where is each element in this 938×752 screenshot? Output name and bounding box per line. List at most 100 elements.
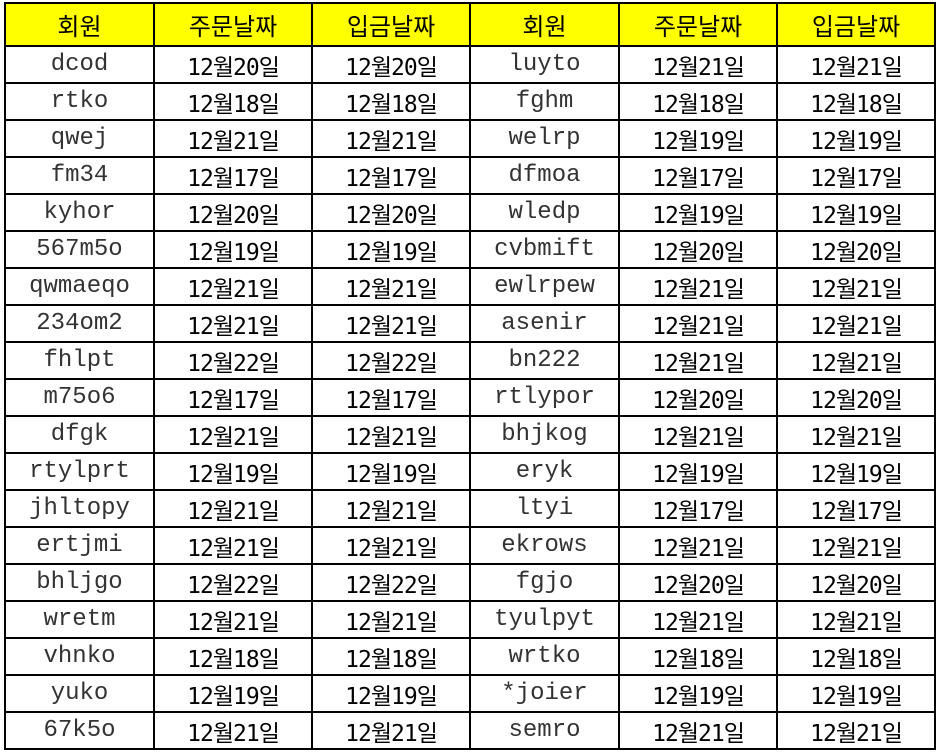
member-cell[interactable]: m75o6 [4, 378, 155, 417]
payment-date-cell[interactable]: 12월21일 [311, 119, 471, 158]
payment-date-cell[interactable]: 12월21일 [311, 711, 471, 750]
member-cell[interactable]: rtko [4, 82, 155, 121]
payment-date-cell[interactable]: 12월22일 [311, 341, 471, 380]
payment-date-cell[interactable]: 12월19일 [311, 230, 471, 269]
payment-date-cell[interactable]: 12월20일 [776, 230, 936, 269]
order-date-cell[interactable]: 12월21일 [618, 711, 778, 750]
member-cell[interactable]: tyulpyt [469, 600, 620, 639]
order-date-cell[interactable]: 12월19일 [618, 119, 778, 158]
member-cell[interactable]: wrtko [469, 637, 620, 676]
order-date-cell[interactable]: 12월21일 [153, 600, 313, 639]
payment-date-cell[interactable]: 12월21일 [776, 341, 936, 380]
order-date-cell[interactable]: 12월17일 [153, 156, 313, 195]
member-cell[interactable]: fm34 [4, 156, 155, 195]
order-date-cell[interactable]: 12월20일 [618, 563, 778, 602]
payment-date-cell[interactable]: 12월21일 [776, 711, 936, 750]
order-date-cell[interactable]: 12월22일 [153, 341, 313, 380]
order-date-cell[interactable]: 12월21일 [153, 267, 313, 306]
payment-date-cell[interactable]: 12월21일 [311, 489, 471, 528]
member-cell[interactable]: bhljgo [4, 563, 155, 602]
header-payment-date-right[interactable]: 입금날짜 [776, 2, 936, 47]
order-date-cell[interactable]: 12월20일 [153, 193, 313, 232]
order-date-cell[interactable]: 12월20일 [153, 45, 313, 84]
order-date-cell[interactable]: 12월17일 [618, 489, 778, 528]
order-date-cell[interactable]: 12월21일 [153, 489, 313, 528]
order-date-cell[interactable]: 12월21일 [153, 119, 313, 158]
order-date-cell[interactable]: 12월18일 [153, 82, 313, 121]
member-cell[interactable]: qwej [4, 119, 155, 158]
member-cell[interactable]: dfgk [4, 415, 155, 454]
payment-date-cell[interactable]: 12월17일 [776, 156, 936, 195]
payment-date-cell[interactable]: 12월21일 [776, 600, 936, 639]
member-cell[interactable]: fgjo [469, 563, 620, 602]
order-date-cell[interactable]: 12월18일 [618, 637, 778, 676]
payment-date-cell[interactable]: 12월18일 [776, 82, 936, 121]
header-order-date-right[interactable]: 주문날짜 [618, 2, 778, 47]
member-cell[interactable]: welrp [469, 119, 620, 158]
header-member-right[interactable]: 회원 [469, 2, 620, 47]
order-date-cell[interactable]: 12월22일 [153, 563, 313, 602]
header-payment-date-left[interactable]: 입금날짜 [311, 2, 471, 47]
member-cell[interactable]: 567m5o [4, 230, 155, 269]
member-cell[interactable]: rtylprt [4, 452, 155, 491]
order-date-cell[interactable]: 12월21일 [618, 267, 778, 306]
order-date-cell[interactable]: 12월18일 [153, 637, 313, 676]
member-cell[interactable]: fhlpt [4, 341, 155, 380]
payment-date-cell[interactable]: 12월19일 [776, 674, 936, 713]
payment-date-cell[interactable]: 12월19일 [776, 452, 936, 491]
member-cell[interactable]: wledp [469, 193, 620, 232]
order-date-cell[interactable]: 12월19일 [153, 452, 313, 491]
order-date-cell[interactable]: 12월21일 [618, 341, 778, 380]
order-date-cell[interactable]: 12월18일 [618, 82, 778, 121]
payment-date-cell[interactable]: 12월21일 [311, 600, 471, 639]
order-date-cell[interactable]: 12월19일 [618, 452, 778, 491]
member-cell[interactable]: vhnko [4, 637, 155, 676]
payment-date-cell[interactable]: 12월18일 [311, 637, 471, 676]
payment-date-cell[interactable]: 12월20일 [311, 193, 471, 232]
payment-date-cell[interactable]: 12월18일 [776, 637, 936, 676]
order-date-cell[interactable]: 12월21일 [153, 526, 313, 565]
member-cell[interactable]: luyto [469, 45, 620, 84]
member-cell[interactable]: ltyi [469, 489, 620, 528]
payment-date-cell[interactable]: 12월20일 [776, 563, 936, 602]
member-cell[interactable]: ewlrpew [469, 267, 620, 306]
payment-date-cell[interactable]: 12월21일 [311, 304, 471, 343]
payment-date-cell[interactable]: 12월17일 [776, 489, 936, 528]
member-cell[interactable]: cvbmift [469, 230, 620, 269]
order-date-cell[interactable]: 12월21일 [618, 45, 778, 84]
order-date-cell[interactable]: 12월21일 [153, 711, 313, 750]
payment-date-cell[interactable]: 12월21일 [311, 415, 471, 454]
member-cell[interactable]: eryk [469, 452, 620, 491]
member-cell[interactable]: dcod [4, 45, 155, 84]
order-date-cell[interactable]: 12월21일 [618, 526, 778, 565]
payment-date-cell[interactable]: 12월18일 [311, 82, 471, 121]
payment-date-cell[interactable]: 12월20일 [776, 378, 936, 417]
payment-date-cell[interactable]: 12월19일 [311, 452, 471, 491]
order-date-cell[interactable]: 12월19일 [153, 230, 313, 269]
member-cell[interactable]: rtlypor [469, 378, 620, 417]
payment-date-cell[interactable]: 12월21일 [776, 304, 936, 343]
payment-date-cell[interactable]: 12월21일 [776, 267, 936, 306]
payment-date-cell[interactable]: 12월20일 [311, 45, 471, 84]
payment-date-cell[interactable]: 12월17일 [311, 378, 471, 417]
member-cell[interactable]: qwmaeqo [4, 267, 155, 306]
member-cell[interactable]: dfmoa [469, 156, 620, 195]
member-cell[interactable]: ertjmi [4, 526, 155, 565]
member-cell[interactable]: fghm [469, 82, 620, 121]
member-cell[interactable]: *joier [469, 674, 620, 713]
payment-date-cell[interactable]: 12월21일 [776, 415, 936, 454]
member-cell[interactable]: semro [469, 711, 620, 750]
payment-date-cell[interactable]: 12월21일 [776, 526, 936, 565]
member-cell[interactable]: wretm [4, 600, 155, 639]
member-cell[interactable]: 234om2 [4, 304, 155, 343]
member-cell[interactable]: yuko [4, 674, 155, 713]
order-date-cell[interactable]: 12월21일 [153, 415, 313, 454]
order-date-cell[interactable]: 12월19일 [618, 193, 778, 232]
payment-date-cell[interactable]: 12월22일 [311, 563, 471, 602]
payment-date-cell[interactable]: 12월21일 [311, 526, 471, 565]
payment-date-cell[interactable]: 12월17일 [311, 156, 471, 195]
header-member-left[interactable]: 회원 [4, 2, 155, 47]
order-date-cell[interactable]: 12월17일 [618, 156, 778, 195]
member-cell[interactable]: jhltopy [4, 489, 155, 528]
member-cell[interactable]: asenir [469, 304, 620, 343]
